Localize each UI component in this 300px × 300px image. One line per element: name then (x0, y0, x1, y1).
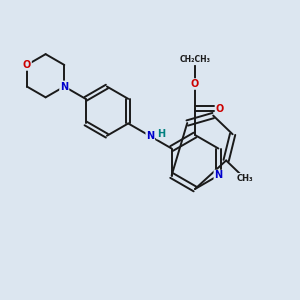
Text: N: N (60, 82, 68, 92)
Text: N: N (60, 82, 68, 92)
Text: O: O (23, 60, 31, 70)
Text: N: N (214, 170, 222, 181)
Text: O: O (191, 79, 199, 89)
Text: O: O (215, 103, 224, 114)
Text: CH₃: CH₃ (236, 174, 253, 183)
Text: H: H (157, 129, 165, 139)
Text: CH₂CH₃: CH₂CH₃ (179, 56, 211, 64)
Text: N: N (146, 131, 154, 141)
